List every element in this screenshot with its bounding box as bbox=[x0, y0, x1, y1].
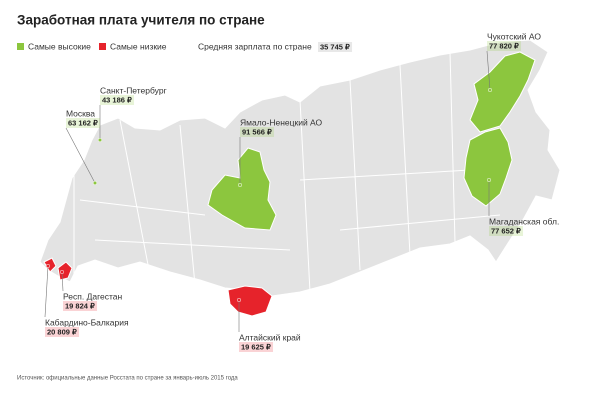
value-box bbox=[489, 226, 524, 236]
highlighted-regions bbox=[43, 51, 536, 317]
value: 35 745 ₽ bbox=[320, 42, 350, 51]
value: 63 162 ₽ bbox=[68, 118, 98, 127]
legend-swatch bbox=[99, 43, 106, 50]
value-box bbox=[66, 118, 101, 128]
leader-line bbox=[65, 127, 96, 184]
region-dot bbox=[487, 87, 493, 93]
title: Заработная плата учителя по стране bbox=[17, 13, 265, 28]
value-box bbox=[100, 95, 135, 105]
region-dot bbox=[45, 263, 51, 269]
region-shape bbox=[469, 51, 536, 133]
region-dot bbox=[92, 180, 98, 186]
region-name: Ямало-Ненецкий АО bbox=[240, 117, 323, 127]
value: 43 186 ₽ bbox=[102, 95, 132, 104]
region-name: Кабардино-Балкария bbox=[45, 317, 129, 327]
region-dot bbox=[97, 137, 103, 143]
legend-label: Самые высокие bbox=[28, 41, 91, 51]
average-label: Средняя зарплата по стране bbox=[198, 41, 312, 51]
leader-line bbox=[61, 271, 64, 292]
base-map bbox=[39, 39, 561, 300]
source: Источник: официальные данные Росстата по… bbox=[17, 376, 238, 382]
value-box bbox=[240, 127, 275, 137]
leader-line bbox=[486, 50, 491, 91]
region-shape bbox=[207, 147, 277, 231]
value: 77 652 ₽ bbox=[491, 226, 521, 235]
value-box bbox=[45, 327, 80, 337]
value: 20 809 ₽ bbox=[47, 327, 77, 336]
value-box bbox=[487, 41, 522, 51]
region-dot bbox=[59, 269, 65, 275]
region-name: Алтайский край bbox=[239, 332, 301, 342]
region-shape bbox=[57, 261, 73, 281]
region-name: Москва bbox=[66, 108, 95, 118]
region-name: Респ. Дагестан bbox=[63, 291, 122, 301]
region-shape bbox=[463, 127, 513, 207]
legend: Самые высокие Самые низкие Средняя зарплат… bbox=[17, 41, 353, 52]
region-name: Магаданская обл. bbox=[489, 216, 559, 226]
legend-label: Самые низкие bbox=[110, 41, 167, 51]
legend-swatch bbox=[17, 43, 24, 50]
value-box bbox=[239, 342, 274, 352]
value: 77 820 ₽ bbox=[489, 41, 519, 50]
leader-line bbox=[44, 265, 49, 318]
value-box bbox=[318, 42, 353, 52]
value-box bbox=[63, 301, 98, 311]
region-name: Санкт-Петербург bbox=[100, 85, 167, 95]
region-name: Чукотский АО bbox=[487, 31, 541, 41]
value: 19 824 ₽ bbox=[65, 301, 95, 310]
region-dot bbox=[237, 182, 243, 188]
region-dot bbox=[486, 177, 492, 183]
region-dot bbox=[236, 297, 242, 303]
value: 91 566 ₽ bbox=[242, 127, 272, 136]
value: 19 625 ₽ bbox=[241, 342, 271, 351]
